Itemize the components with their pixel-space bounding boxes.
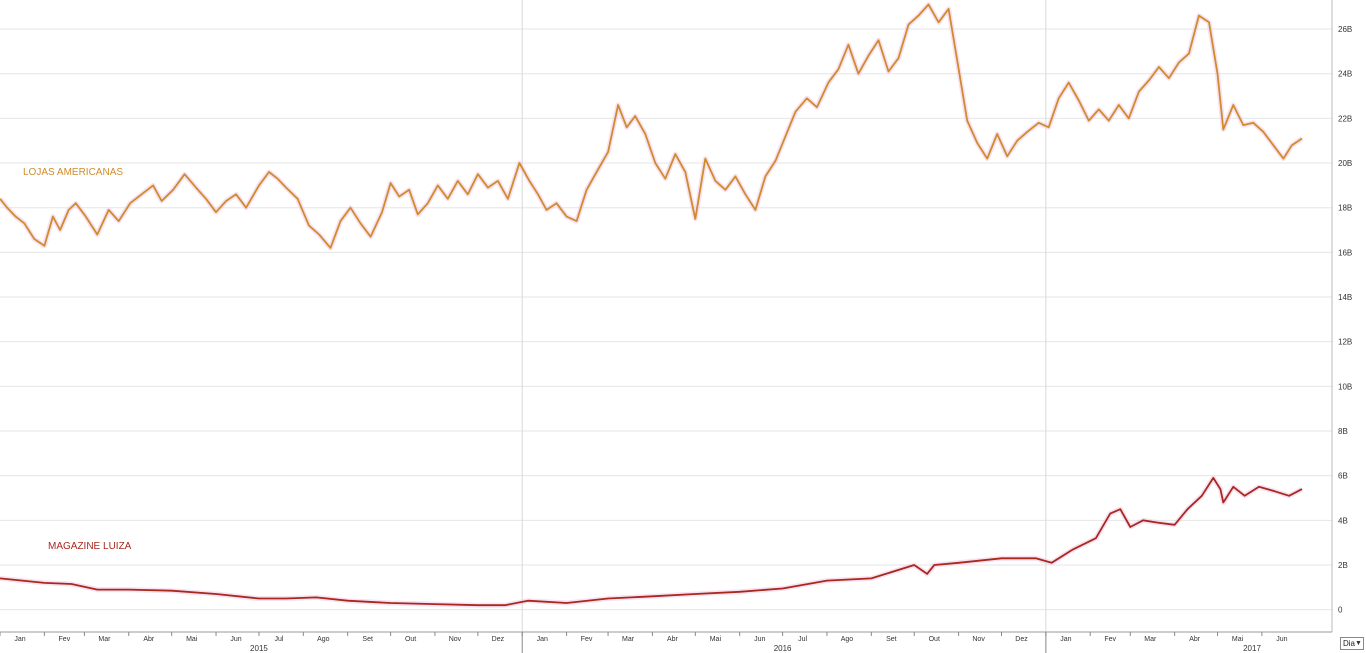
x-tick-label-month: Jun xyxy=(230,636,241,643)
y-tick-label: 20B xyxy=(1338,159,1352,168)
x-tick-label-month: Ago xyxy=(841,636,854,643)
x-tick-label-month: Fev xyxy=(1104,636,1116,643)
x-tick-label-month: Nov xyxy=(449,636,462,643)
series-glow-1 xyxy=(0,475,1304,608)
x-tick-label-month: Abr xyxy=(667,636,679,643)
x-tick-label-month: Fev xyxy=(59,636,71,643)
y-tick-label: 2B xyxy=(1338,561,1348,570)
series-line-magazine-luiza xyxy=(0,476,1303,607)
series-lines xyxy=(0,2,1304,608)
x-tick-label-year: 2017 xyxy=(1243,644,1261,653)
year-boundaries xyxy=(521,0,1047,653)
x-tick-label-month: Ago xyxy=(317,636,330,643)
x-tick-label-month: Dez xyxy=(492,636,505,643)
x-tick-label-month: Mai xyxy=(1232,636,1244,643)
period-select-value: Dia xyxy=(1343,639,1356,648)
period-select[interactable]: Dia ▼ xyxy=(1340,637,1364,650)
x-tick-label-month: Jan xyxy=(14,636,25,643)
y-tick-label: 16B xyxy=(1338,248,1352,257)
x-tick-label-month: Mai xyxy=(186,636,198,643)
y-tick-label: 18B xyxy=(1338,204,1352,213)
x-tick-label-month: Jun xyxy=(754,636,765,643)
x-tick-label-month: Fev xyxy=(581,636,593,643)
x-tick-label-month: Jul xyxy=(798,636,807,643)
x-tick-label-month: Out xyxy=(929,636,940,643)
y-tick-label: 6B xyxy=(1338,472,1348,481)
x-tick-label-month: Mar xyxy=(622,636,635,643)
y-tick-label: 24B xyxy=(1338,70,1352,79)
series-line-lojas-americanas xyxy=(0,3,1303,249)
x-tick-label-month: Set xyxy=(886,636,897,643)
y-tick-label: 10B xyxy=(1338,382,1352,391)
x-tick-label-month: Jan xyxy=(537,636,548,643)
y-tick-label: 8B xyxy=(1338,427,1348,436)
y-tick-label: 26B xyxy=(1338,25,1352,34)
series-label-magazine-luiza: MAGAZINE LUIZA xyxy=(48,541,132,552)
y-tick-label: 12B xyxy=(1338,338,1352,347)
x-tick-label-month: Jun xyxy=(1276,636,1287,643)
x-tick-label-month: Out xyxy=(405,636,416,643)
y-axis: 0 2B 4B 6B 8B 10B 12B 14B 16B 18B 20B 22B 24B 26B xyxy=(1331,0,1352,632)
series-label-lojas-americanas: LOJAS AMERICANAS xyxy=(23,167,123,178)
grid-lines xyxy=(0,28,1332,611)
x-tick-label-month: Mar xyxy=(1144,636,1157,643)
x-tick-label-year: 2016 xyxy=(774,644,792,653)
x-tick-label-year: 2015 xyxy=(250,644,268,653)
y-tick-label: 4B xyxy=(1338,516,1348,525)
x-tick-label-month: Mai xyxy=(710,636,722,643)
x-tick-label-month: Set xyxy=(362,636,373,643)
x-tick-label-month: Dez xyxy=(1015,636,1028,643)
y-tick-label: 14B xyxy=(1338,293,1352,302)
x-tick-label-month: Jan xyxy=(1060,636,1071,643)
x-tick-label-month: Abr xyxy=(143,636,155,643)
y-tick-label: 0 xyxy=(1338,606,1343,615)
series-glow-0 xyxy=(0,2,1304,251)
x-tick-label-month: Nov xyxy=(972,636,985,643)
chevron-down-icon: ▼ xyxy=(1355,640,1362,647)
y-tick-label: 22B xyxy=(1338,114,1352,123)
x-axis: Jan Fev Mar Abr Mai Jun Jul Ago Set Out Nov Dez Jan F… xyxy=(0,631,1332,653)
x-tick-label-month: Mar xyxy=(98,636,111,643)
x-tick-label-month: Jul xyxy=(275,636,284,643)
x-tick-label-month: Abr xyxy=(1189,636,1201,643)
